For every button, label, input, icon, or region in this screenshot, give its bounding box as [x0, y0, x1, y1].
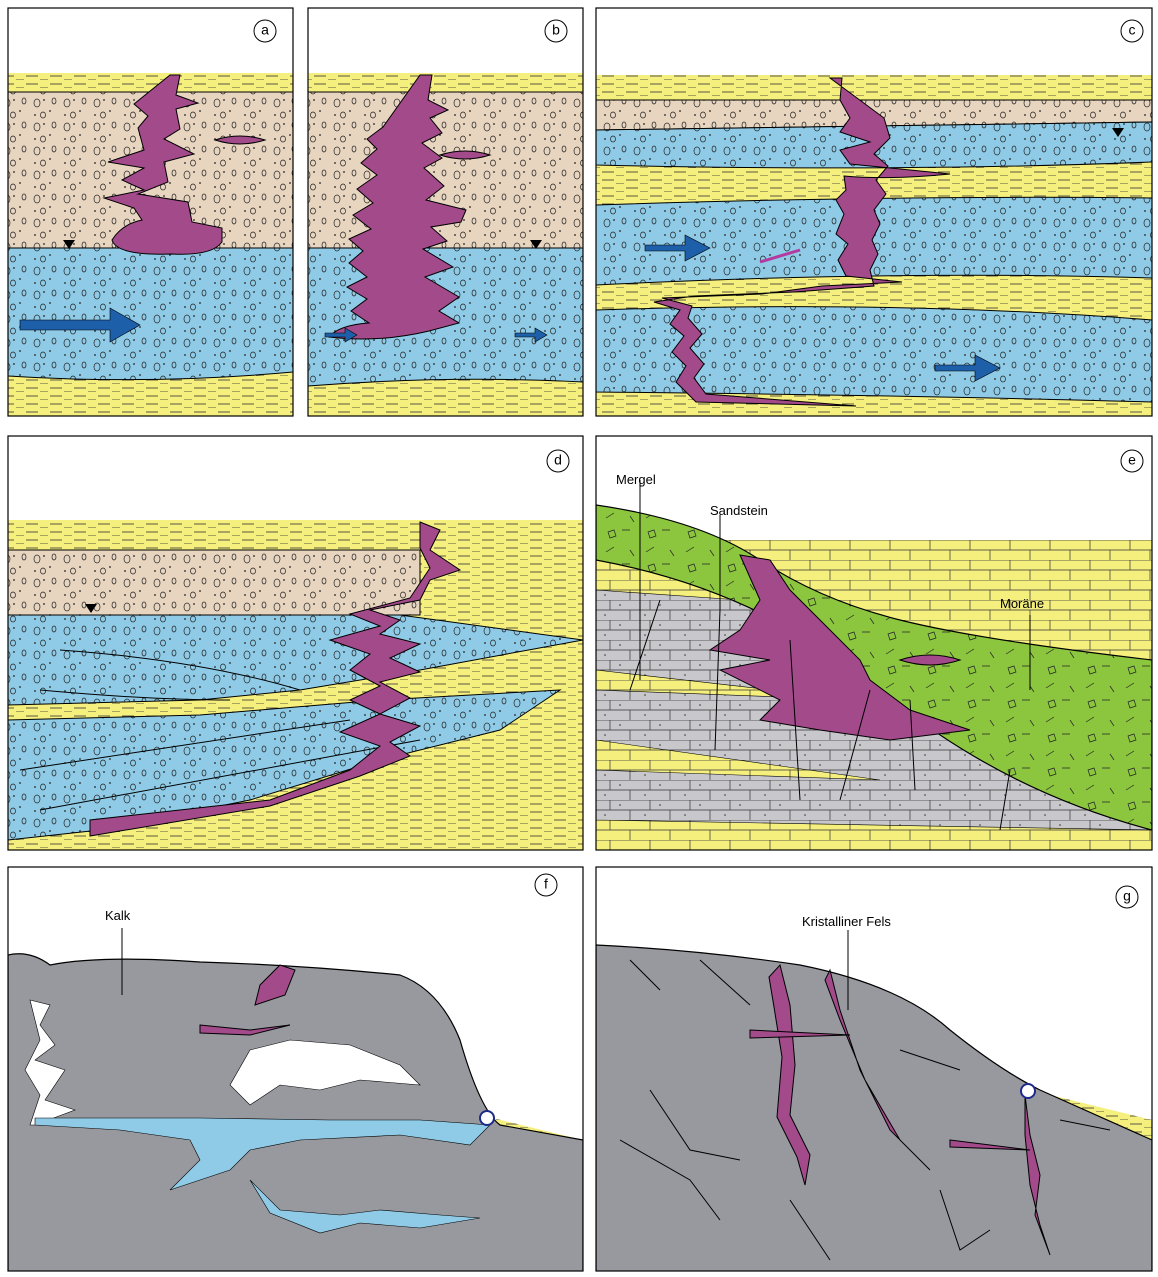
panel-frame	[595, 7, 1153, 417]
panel-e	[596, 480, 1152, 850]
label-circle	[1120, 19, 1144, 43]
annotation: Sandstein	[710, 503, 768, 518]
panel-label: e	[1128, 452, 1136, 468]
panel-f	[8, 928, 583, 1271]
label-circle	[1120, 449, 1144, 473]
annotation: Moräne	[1000, 596, 1044, 611]
panel-label: g	[1123, 888, 1131, 904]
panel-frame	[595, 435, 1153, 851]
panel-g	[596, 930, 1152, 1271]
panel-label: f	[544, 876, 548, 892]
panel-frame	[7, 7, 294, 417]
panel-label: c	[1129, 22, 1136, 38]
panel-frame	[7, 435, 584, 851]
panel-frame	[595, 866, 1153, 1272]
panel-b	[308, 73, 583, 416]
panel-label: d	[554, 452, 562, 468]
label-circle	[546, 449, 570, 473]
label-circle	[534, 873, 558, 897]
panel-frame	[307, 7, 584, 417]
panel-a	[8, 73, 293, 416]
panel-frame	[7, 866, 584, 1272]
label-circle	[253, 19, 277, 43]
panel-d	[8, 520, 583, 850]
label-circle	[1115, 885, 1139, 909]
panel-label: b	[552, 22, 560, 38]
panel-label: a	[261, 22, 269, 38]
annotation: Kalk	[105, 908, 131, 923]
label-circle	[544, 19, 568, 43]
annotation: Kristalliner Fels	[802, 914, 891, 929]
panel-c	[596, 75, 1152, 416]
annotation: Mergel	[616, 472, 656, 487]
